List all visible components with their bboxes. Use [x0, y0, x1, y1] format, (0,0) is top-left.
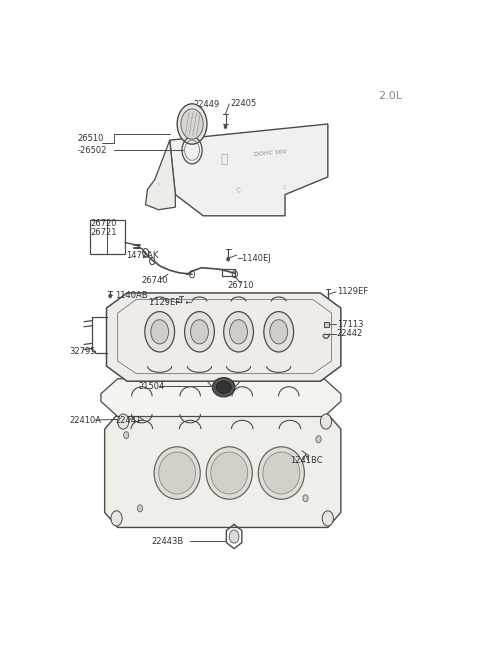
Text: 26720: 26720 [91, 219, 117, 228]
Polygon shape [145, 140, 175, 210]
Text: 22443B: 22443B [151, 536, 183, 546]
Ellipse shape [263, 452, 300, 494]
Circle shape [191, 320, 208, 344]
Text: C: C [236, 188, 241, 195]
Circle shape [185, 312, 215, 352]
Text: 22442: 22442 [337, 329, 363, 338]
Text: C: C [283, 185, 287, 189]
Circle shape [145, 312, 175, 352]
Text: 22405: 22405 [230, 100, 257, 108]
Circle shape [322, 511, 334, 526]
Text: 26510: 26510 [78, 134, 104, 143]
Ellipse shape [159, 452, 196, 494]
FancyBboxPatch shape [324, 322, 329, 327]
Text: DOHC 16V: DOHC 16V [253, 149, 287, 157]
Ellipse shape [258, 447, 304, 499]
Text: ⓭: ⓭ [220, 153, 228, 166]
Circle shape [224, 312, 253, 352]
Text: 1129EF: 1129EF [337, 288, 368, 297]
Circle shape [227, 257, 229, 261]
Text: 32795: 32795 [69, 347, 96, 356]
Circle shape [264, 312, 294, 352]
Text: 1140AB: 1140AB [115, 291, 148, 301]
Circle shape [177, 104, 207, 144]
Polygon shape [101, 379, 341, 417]
Circle shape [270, 320, 288, 344]
Polygon shape [107, 293, 341, 381]
Text: -26502: -26502 [78, 145, 107, 155]
Text: 1129EF  ←: 1129EF ← [148, 297, 192, 307]
Circle shape [151, 320, 168, 344]
Circle shape [229, 530, 239, 543]
Circle shape [124, 432, 129, 439]
Text: 2.0L: 2.0L [378, 91, 402, 102]
Text: 1472AK: 1472AK [126, 251, 158, 259]
Text: 22449: 22449 [193, 100, 219, 109]
Circle shape [229, 320, 248, 344]
Circle shape [109, 294, 112, 298]
Circle shape [303, 495, 308, 502]
Circle shape [224, 124, 227, 128]
Text: 22410A: 22410A [69, 415, 101, 424]
Text: 26721: 26721 [91, 228, 117, 237]
Text: ─1140EJ: ─1140EJ [237, 254, 271, 263]
Ellipse shape [213, 378, 235, 397]
Text: 26710: 26710 [228, 281, 254, 290]
Polygon shape [105, 414, 341, 527]
Ellipse shape [216, 381, 231, 393]
Ellipse shape [206, 447, 252, 499]
Circle shape [118, 414, 129, 429]
Circle shape [181, 109, 203, 139]
Circle shape [111, 511, 122, 526]
Text: 17113: 17113 [337, 320, 363, 329]
Circle shape [316, 436, 321, 443]
Text: c: c [158, 182, 161, 187]
Circle shape [137, 505, 143, 512]
Ellipse shape [211, 452, 248, 494]
Text: 22441: 22441 [115, 415, 141, 424]
Circle shape [321, 414, 332, 429]
Text: 21504: 21504 [138, 382, 164, 391]
Polygon shape [170, 124, 328, 215]
Text: 1241BC: 1241BC [290, 456, 323, 465]
Ellipse shape [154, 447, 200, 499]
Text: 26740: 26740 [141, 276, 168, 285]
